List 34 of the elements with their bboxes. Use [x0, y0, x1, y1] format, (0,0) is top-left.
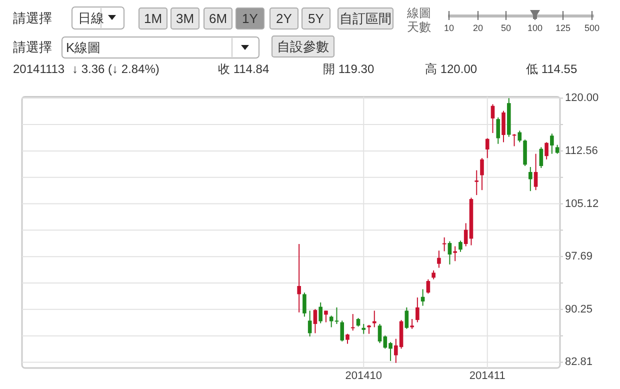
text: 收 114.84 — [218, 62, 270, 76]
text: 6M — [208, 11, 228, 26]
x-tick-label: 201411 — [469, 370, 506, 382]
text: 1Y — [242, 11, 258, 26]
text: 10 — [444, 23, 454, 33]
text: 5Y — [308, 11, 324, 26]
text: 50 — [500, 23, 512, 33]
text: 125 — [555, 23, 571, 33]
text: 20141113 — [13, 62, 65, 76]
y-tick-label: 97.69 — [565, 250, 593, 263]
y-tick-label: 82.81 — [565, 356, 593, 368]
text: 請選擇 — [13, 40, 52, 54]
text: 開 119.30 — [323, 62, 374, 76]
text: 請選擇 — [13, 10, 52, 26]
text: 100 — [527, 23, 543, 33]
text: 日線 — [78, 10, 104, 26]
text: K線圖 — [66, 40, 101, 55]
text: 自訂區間 — [340, 11, 392, 26]
y-tick-label: 120.00 — [565, 92, 599, 104]
x-tick-label: 201410 — [345, 370, 382, 382]
text: 20 — [472, 23, 484, 33]
text: ↓ 3.36 (↓ 2.84%) — [72, 62, 160, 76]
text: 天數 — [407, 20, 431, 34]
y-tick-label: 112.56 — [565, 144, 598, 157]
text: 2Y — [276, 11, 292, 26]
y-tick-label: 105.12 — [565, 198, 599, 210]
y-tick-label: 90.25 — [565, 303, 593, 316]
text: 高 120.00 — [425, 62, 478, 76]
text: 1M — [144, 11, 162, 26]
text: 自設參數 — [277, 39, 329, 54]
text: 線圖 — [406, 6, 431, 20]
text: 低 114.55 — [526, 62, 578, 76]
text: 500 — [584, 23, 600, 33]
text: 3M — [176, 11, 194, 26]
